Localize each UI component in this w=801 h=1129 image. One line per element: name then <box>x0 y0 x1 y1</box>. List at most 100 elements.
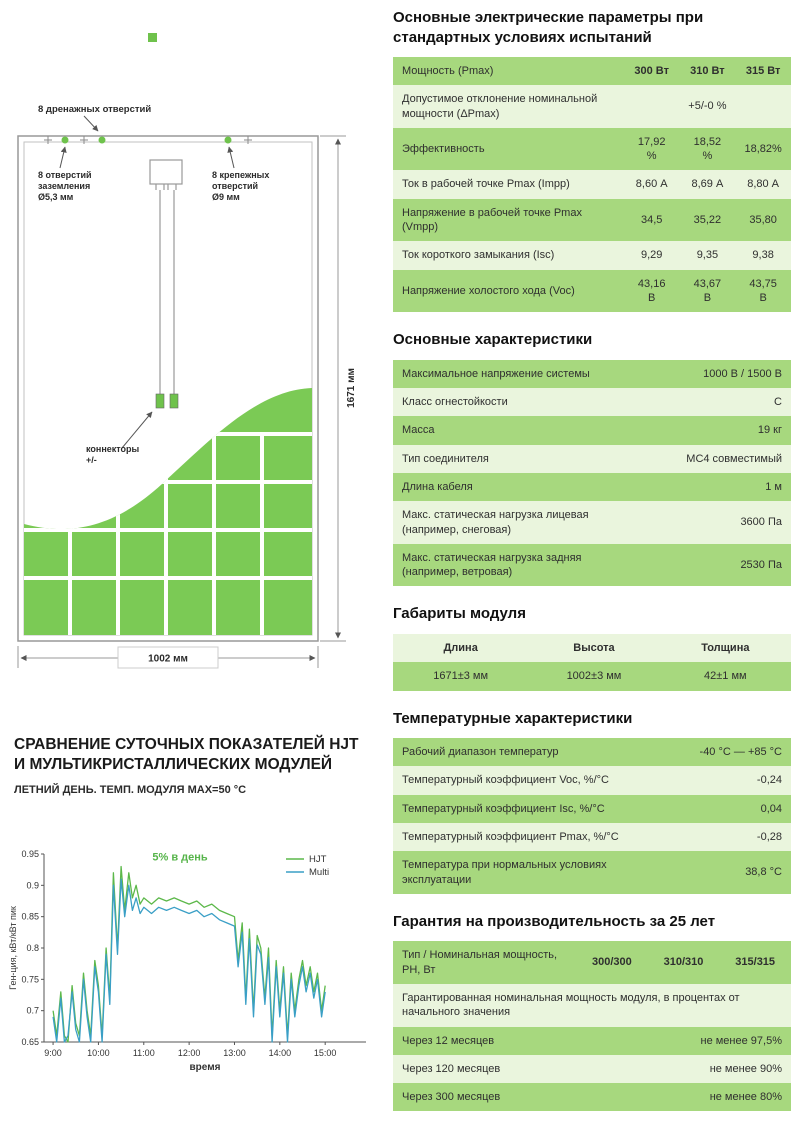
connector-plus <box>169 393 179 409</box>
row-value: 8,60 А <box>635 178 668 191</box>
dimensions-table: Длина Высота Толщина 1671±3 мм 1002±3 мм 42±1… <box>393 633 791 691</box>
x-tick-label: 12:00 <box>178 1048 201 1058</box>
row-value: 1000 В / 1500 В <box>703 367 782 380</box>
comparison-section: Сравнение суточных показателей HJT и мул… <box>14 735 370 796</box>
row-value: Толщина <box>701 641 750 654</box>
y-axis-title: Ген-ция, кВт/кВт пик <box>8 906 18 990</box>
x-tick-label: 9:00 <box>44 1048 62 1058</box>
row-label: Температурный коэффициент Voc, %/°C <box>402 774 609 787</box>
row-value: 1 м <box>765 480 782 493</box>
ground-holes-label-2: заземления <box>38 181 90 191</box>
y-tick-label: 0.85 <box>21 912 39 922</box>
connectors-label-2: +/- <box>86 455 97 465</box>
row-value: 315/315 <box>735 956 776 969</box>
characteristics-table-container: Максимальное напряжение системы 1000 В / … <box>393 359 791 587</box>
comparison-subtitle: ЛЕТНИЙ ДЕНЬ. ТЕМП. МОДУЛЯ MAX=50 °C <box>14 783 247 796</box>
mount-holes-label-1: 8 крепежных <box>212 170 269 180</box>
row-label: Ток короткого замыкания (Isc) <box>402 249 555 262</box>
legend-label: HJT <box>309 854 327 865</box>
table-row: Через 12 месяцев не менее 97,5% <box>393 1026 791 1055</box>
frame-plus-marks <box>44 136 252 144</box>
x-tick-label: 14:00 <box>269 1048 292 1058</box>
row-label: 1671±3 мм <box>433 670 489 683</box>
table-row: Ток короткого замыкания (Isc) 9,29 9,35 9,3… <box>393 241 791 270</box>
row-value: 1002±3 мм <box>566 670 622 683</box>
temperature-table-container: Рабочий диапазон температур -40 °C — +85 … <box>393 738 791 894</box>
x-tick-label: 13:00 <box>223 1048 246 1058</box>
row-value: 9,35 <box>696 249 719 262</box>
table-row: 1671±3 мм 1002±3 мм 42±1 мм <box>393 662 791 691</box>
row-label: Мощность (Pmax) <box>402 65 494 77</box>
row-label: Длина <box>443 641 478 654</box>
row-label: Эффективность <box>402 143 485 156</box>
table-row: Напряжение в рабочей точке Pmax (Vmpp) 34… <box>393 198 791 242</box>
y-tick-label: 0.95 <box>21 849 39 859</box>
ground-holes-label-1: 8 отверстий <box>38 170 92 180</box>
row-value: 43,67 В <box>693 277 722 304</box>
section-title-characteristics: Основные характеристики <box>393 331 593 349</box>
table-row: Тип / Номинальная мощность, РН, Вт 300/30… <box>393 941 791 984</box>
row-label: Напряжение в рабочей точке Pmax (Vmpp) <box>402 206 582 234</box>
table-row: Ток в рабочей точке Pmax (Impp) 8,60 А 8,6… <box>393 170 791 199</box>
warranty-table: Тип / Номинальная мощность, РН, Вт 300/30… <box>393 941 791 1112</box>
row-label: Максимальное напряжение системы <box>402 367 590 380</box>
row-value: -0,24 <box>756 774 782 787</box>
electrical-table: Мощность (Pmax) 300 Вт 310 Вт 315 Вт Допусти… <box>393 57 791 313</box>
height-dimension-lines <box>320 135 346 642</box>
drain-hole-icon <box>61 136 69 144</box>
row-label: Макс. статическая нагрузка лицевая (напр… <box>402 509 589 536</box>
table-row: Гарантированная номинальная мощность мод… <box>393 983 791 1027</box>
table-row: Эффективность 17,92 % 18,52 % 18,82% <box>393 127 791 171</box>
section-title-dimensions: Габариты модуля <box>393 605 526 623</box>
row-label: Температура при нормальных условиях эксп… <box>402 859 607 886</box>
row-value: 43,16 В <box>637 277 666 304</box>
row-value: 35,80 <box>749 213 777 226</box>
row-value: -40 °C — +85 °C <box>699 746 782 759</box>
y-tick-label: 0.8 <box>26 943 39 953</box>
mount-holes-label-2: отверстий <box>212 181 258 191</box>
table-row: Температурный коэффициент Voc, %/°C -0,24 <box>393 766 791 795</box>
height-dimension-label: 1671 мм <box>346 368 357 408</box>
section-title-warranty: Гарантия на производительность за 25 лет <box>393 912 716 930</box>
row-label: Через 12 месяцев <box>402 1034 495 1047</box>
y-tick-label: 0.9 <box>26 880 39 890</box>
row-value: 38,8 °C <box>745 866 782 879</box>
table-row: Рабочий диапазон температур -40 °C — +85 … <box>393 738 791 767</box>
connectors-label-1: коннекторы <box>86 444 140 454</box>
row-label: Тип соединителя <box>402 452 489 465</box>
row-label: Допустимое отклонение номинальной мощнос… <box>402 93 598 120</box>
series-line-multi <box>52 878 326 1043</box>
table-row: Макс. статическая нагрузка лицевая (напр… <box>393 501 791 544</box>
table-row: Напряжение холостого хода (Voc) 43,16 В 43… <box>393 269 791 313</box>
row-value: 8,80 А <box>747 178 780 191</box>
row-value: не менее 97,5% <box>700 1034 783 1047</box>
module-outline <box>17 135 319 642</box>
x-tick-label: 11:00 <box>133 1048 155 1058</box>
row-value: С <box>774 396 782 409</box>
legend-label: Multi <box>309 867 329 878</box>
x-tick-label: 10:00 <box>87 1048 110 1058</box>
row-value: 315 Вт <box>745 65 781 77</box>
row-value: MC4 совместимый <box>686 452 782 465</box>
dimensions-table-container: Длина Высота Толщина 1671±3 мм 1002±3 мм 42±1… <box>393 633 791 691</box>
row-value: Высота <box>573 641 615 654</box>
row-value: не менее 90% <box>709 1062 782 1075</box>
y-tick-label: 0.7 <box>26 1006 39 1016</box>
row-value: 17,92 % <box>637 135 666 163</box>
table-row: Через 300 месяцев не менее 80% <box>393 1083 791 1112</box>
y-tick-label: 0.75 <box>21 974 39 984</box>
chart-annotation: 5% в день <box>152 851 208 863</box>
row-value: 9,38 <box>752 249 774 262</box>
row-label: Напряжение холостого хода (Voc) <box>402 284 575 297</box>
row-value: 8,69 А <box>691 178 724 191</box>
row-label: Тип / Номинальная мощность, РН, Вт <box>402 949 558 976</box>
datasheet-page: { "colors": { "row_green": "#a7d87e", "r… <box>8 9 791 1112</box>
junction-box <box>149 159 183 394</box>
row-label: Гарантированная номинальная мощность мод… <box>402 991 740 1019</box>
table-row: Длина кабеля 1 м <box>393 472 791 502</box>
temperature-table: Рабочий диапазон температур -40 °C — +85 … <box>393 738 791 894</box>
section-title-electrical: Основные электрические параметры при ста… <box>393 9 704 46</box>
spec-tables-column: Основные электрические параметры при ста… <box>393 8 791 1129</box>
row-value: 9,29 <box>640 249 663 262</box>
table-row: Класс огнестойкости С <box>393 388 791 417</box>
